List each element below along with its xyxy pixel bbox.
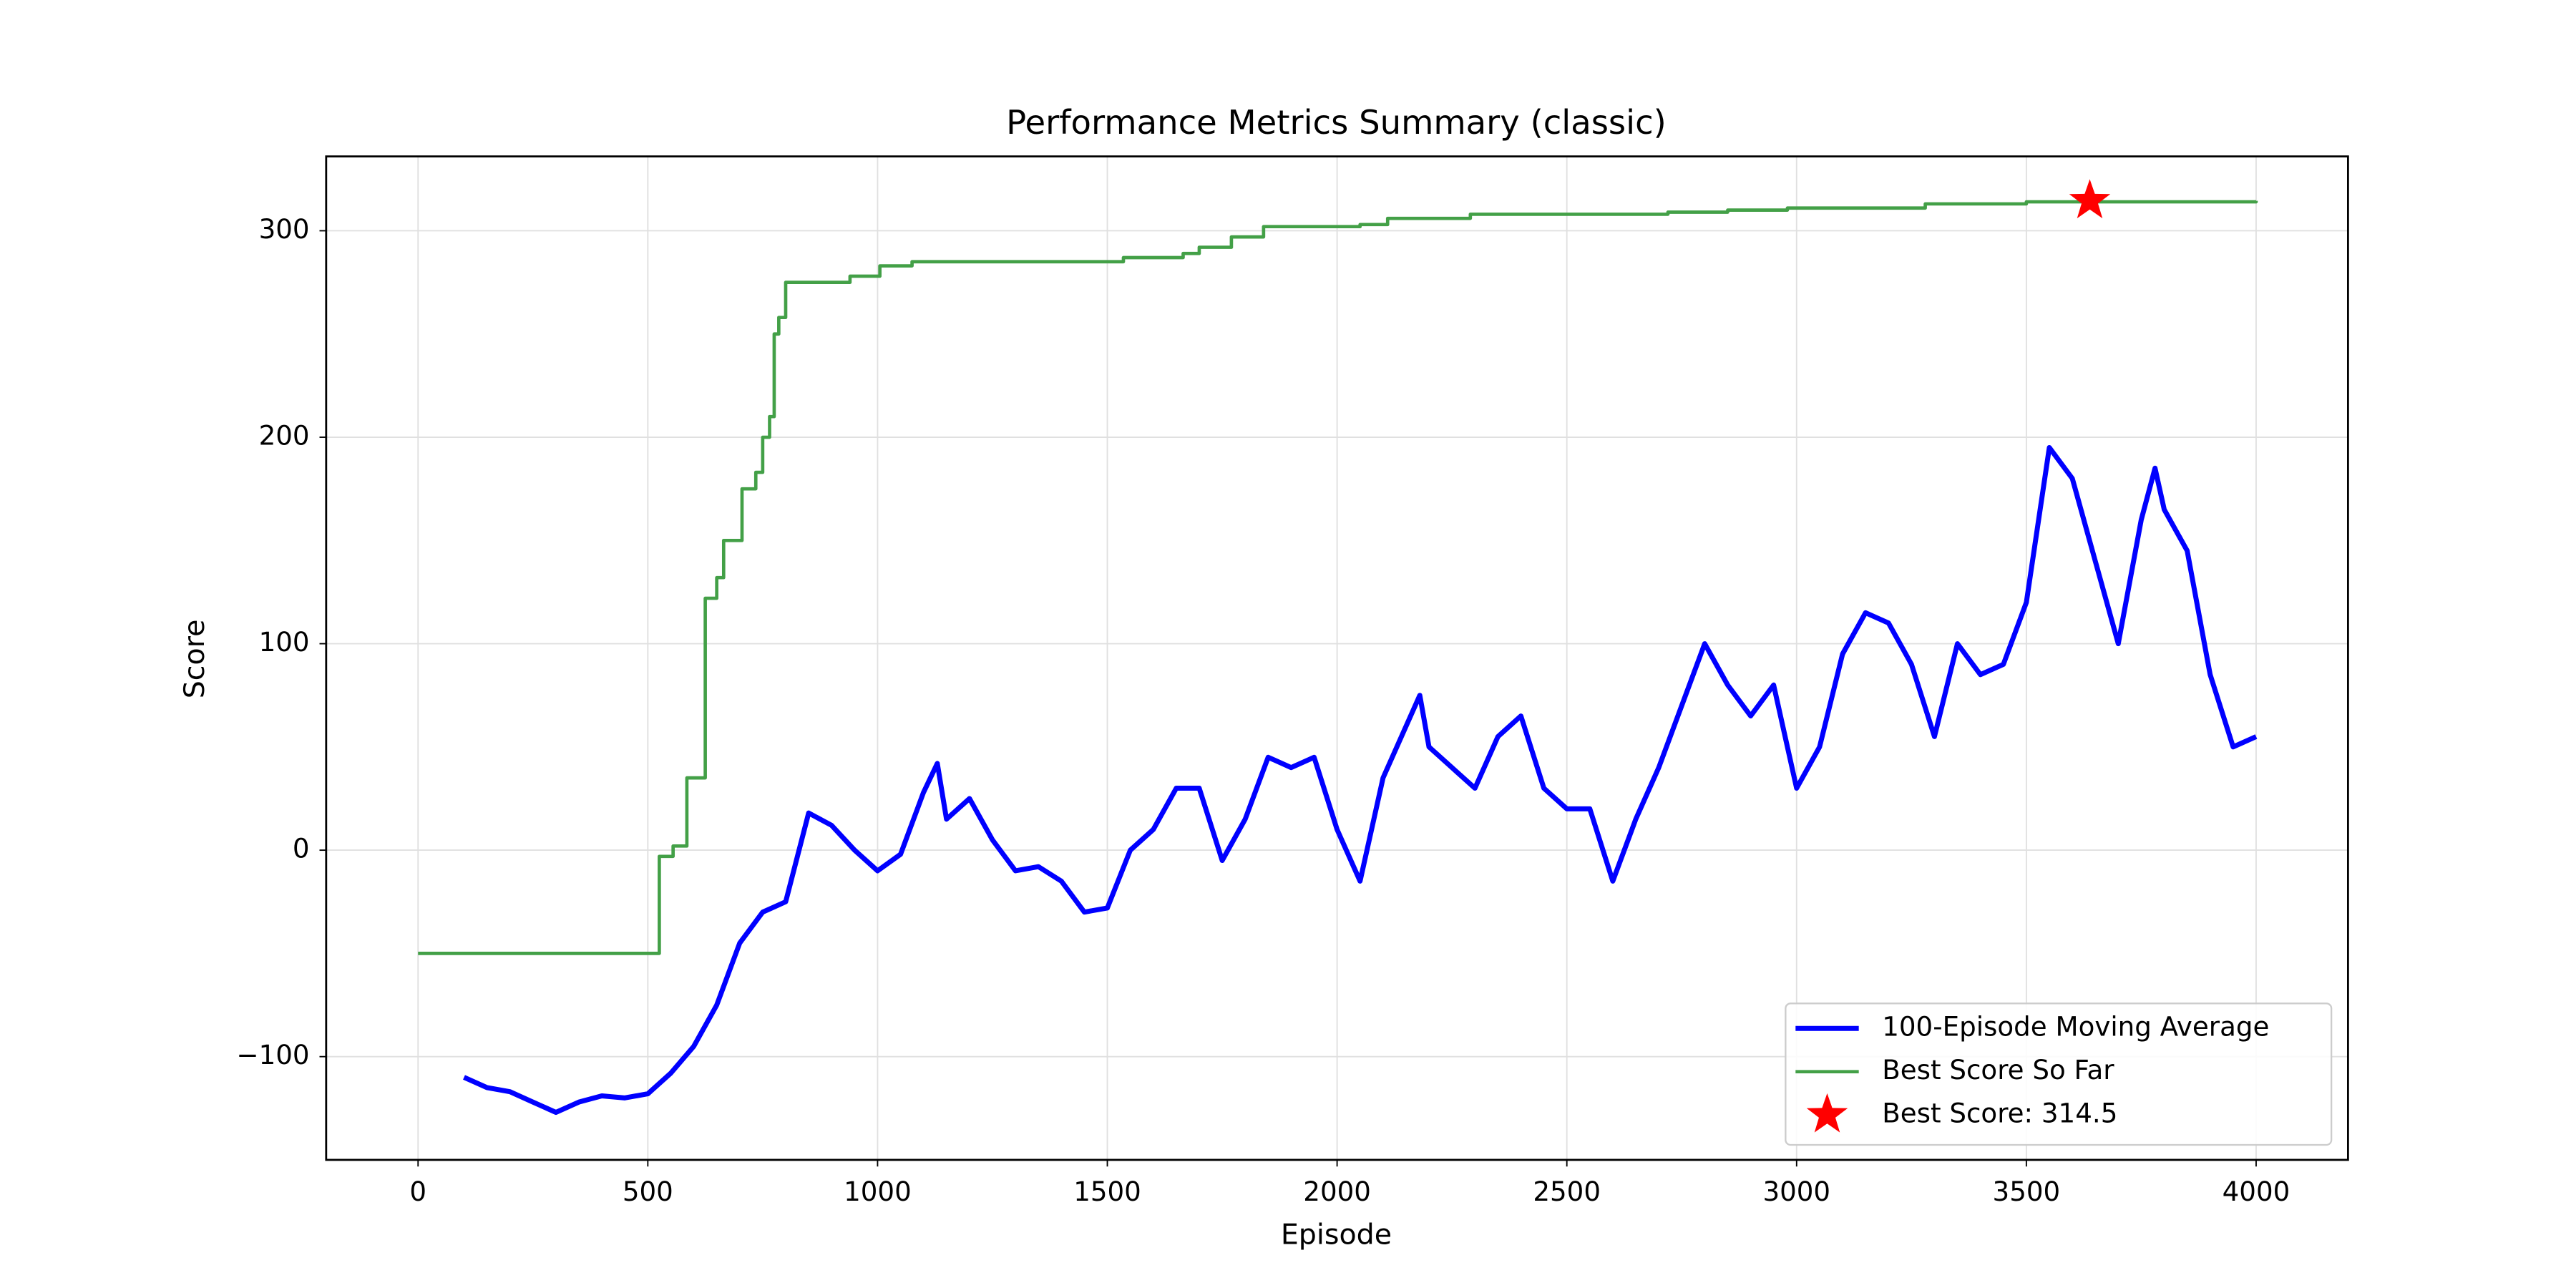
x-tick-label: 4000 [2223,1176,2290,1207]
y-tick-label: 200 [259,420,310,452]
chart-title: Performance Metrics Summary (classic) [1006,103,1667,142]
x-tick-label: 3000 [1762,1176,1830,1207]
y-tick-label: 300 [259,213,310,245]
y-tick-label: 100 [259,626,310,658]
x-tick-label: 2000 [1303,1176,1371,1207]
legend-label: Best Score: 314.5 [1882,1098,2117,1129]
series-line [418,200,2258,955]
x-tick-label: 3500 [1993,1176,2061,1207]
y-axis-label: Score [178,620,211,699]
x-tick-label: 1000 [844,1176,912,1207]
x-tick-label: 2500 [1533,1176,1601,1207]
best-marker [2069,179,2111,219]
legend-marker [1806,1093,1848,1133]
x-tick-label: 500 [623,1176,673,1207]
y-tick-label: 0 [293,833,310,864]
x-tick-label: 0 [409,1176,426,1207]
y-tick-label: −100 [236,1039,309,1070]
x-axis-label: Episode [1281,1218,1392,1251]
legend-label: Best Score So Far [1882,1054,2114,1085]
series-line [463,444,2258,1116]
legend-label: 100-Episode Moving Average [1882,1011,2269,1043]
axes-frame [325,155,2349,1161]
legend-box [1785,1002,2333,1146]
x-tick-label: 1500 [1073,1176,1141,1207]
